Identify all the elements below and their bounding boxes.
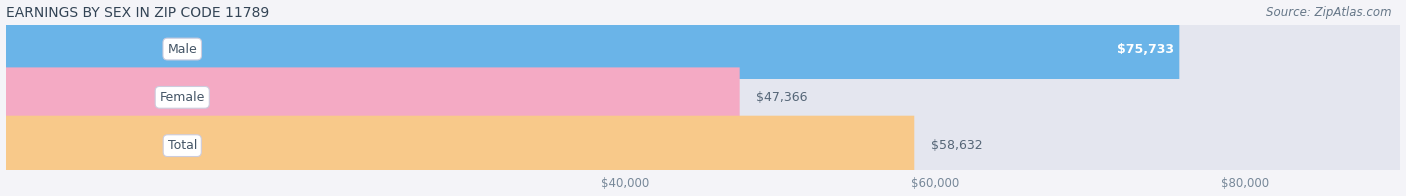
Text: Source: ZipAtlas.com: Source: ZipAtlas.com [1267,6,1392,19]
Text: $75,733: $75,733 [1116,43,1174,55]
Text: Female: Female [159,91,205,104]
Text: Male: Male [167,43,197,55]
Text: Total: Total [167,139,197,152]
FancyBboxPatch shape [6,67,740,127]
FancyBboxPatch shape [6,19,1400,79]
Text: $58,632: $58,632 [931,139,983,152]
FancyBboxPatch shape [6,67,1400,127]
Text: EARNINGS BY SEX IN ZIP CODE 11789: EARNINGS BY SEX IN ZIP CODE 11789 [6,5,269,20]
FancyBboxPatch shape [6,116,914,176]
FancyBboxPatch shape [6,19,1180,79]
FancyBboxPatch shape [6,116,1400,176]
Text: $47,366: $47,366 [756,91,808,104]
